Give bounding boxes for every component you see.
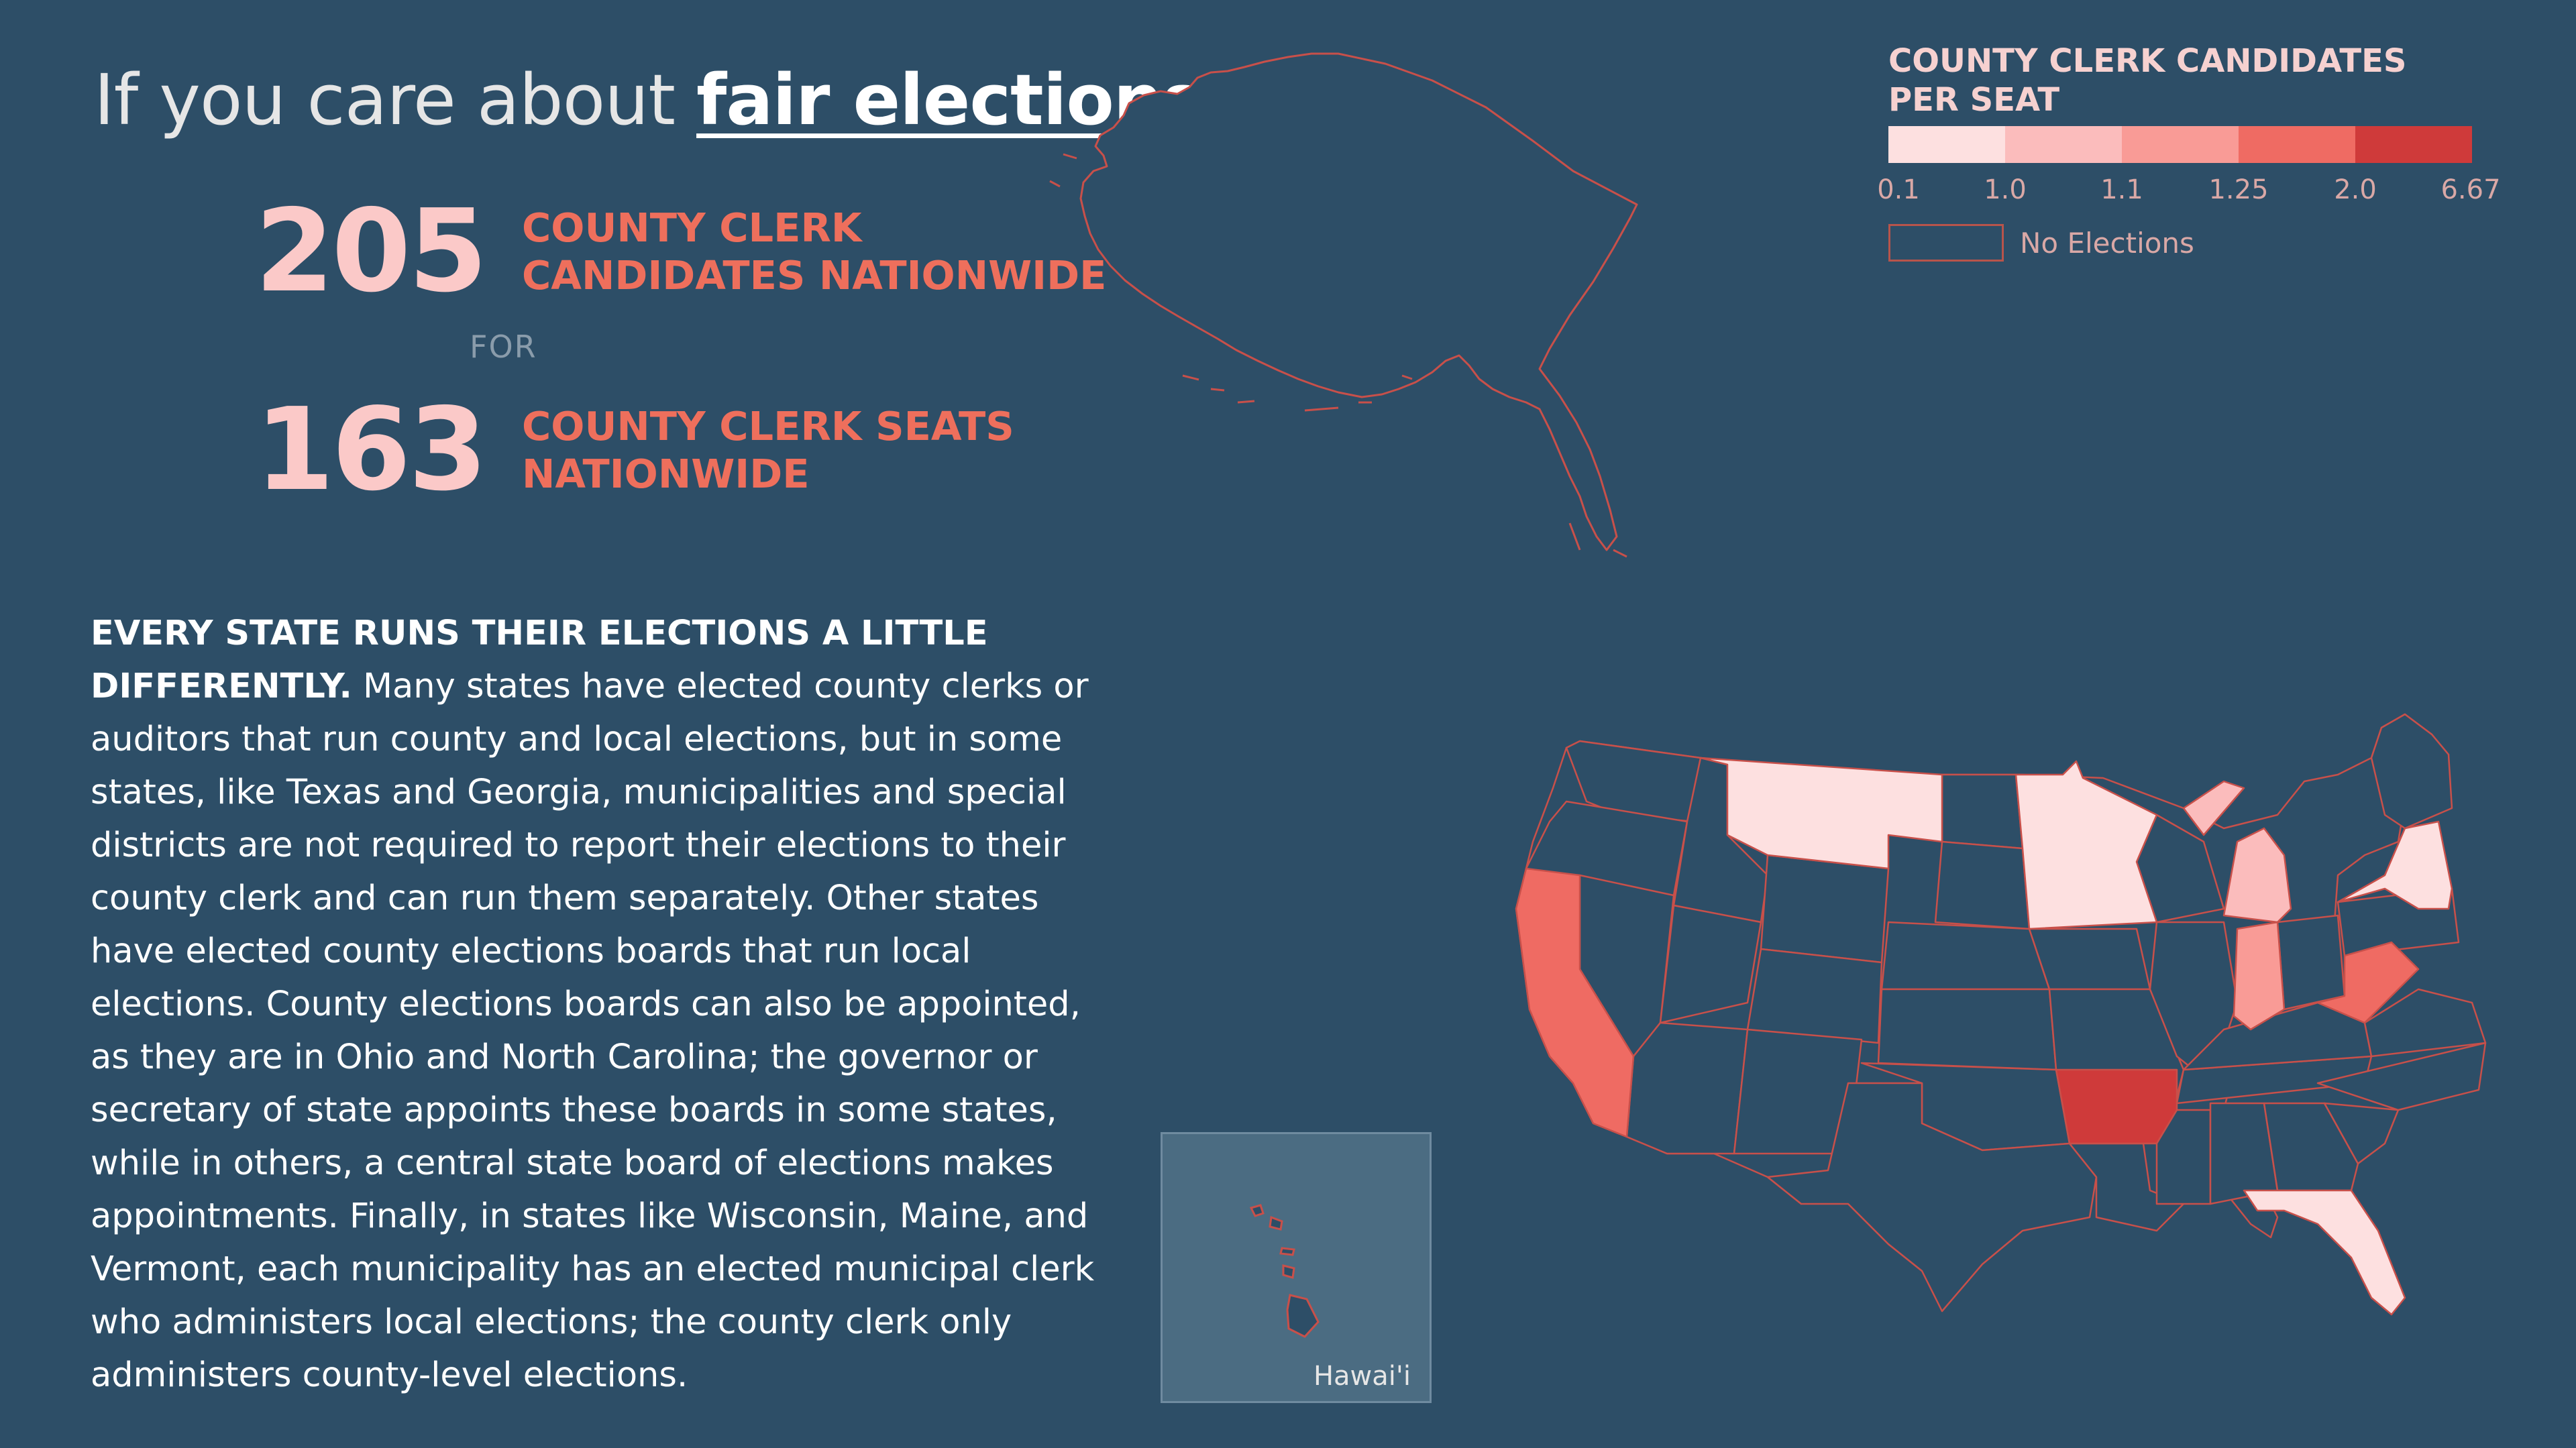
hawaii-inset: Hawai'i xyxy=(1161,1132,1432,1403)
legend-title-line2: PER SEAT xyxy=(1888,81,2060,119)
state-new-york xyxy=(2337,820,2453,910)
state-south-dakota xyxy=(1934,840,2031,930)
headline-prefix: If you care about xyxy=(94,59,697,141)
seats-label-line1: COUNTY CLERK SEATS xyxy=(522,403,1014,449)
seats-label-line2: NATIONWIDE xyxy=(522,451,810,497)
seats-label: COUNTY CLERK SEATS NATIONWIDE xyxy=(522,402,1014,498)
seats-stat: 163 COUNTY CLERK SEATS NATIONWIDE xyxy=(255,393,1014,507)
candidates-count: 205 xyxy=(255,185,488,318)
hawaii-map xyxy=(1249,1204,1320,1338)
alaska-outline xyxy=(1079,52,1638,551)
no-elections-label: No Elections xyxy=(2020,226,2194,260)
legend-swatch-3 xyxy=(2122,126,2239,163)
state-georgia xyxy=(2263,1102,2359,1192)
candidates-label-line2: CANDIDATES NATIONWIDE xyxy=(522,252,1107,298)
seats-count: 163 xyxy=(255,384,488,516)
legend-tick-6: 6.67 xyxy=(2440,174,2501,205)
legend-swatch-5 xyxy=(2355,126,2472,163)
us-choropleth-map xyxy=(1515,713,2487,1316)
alaska-islands xyxy=(1049,153,1627,558)
state-california xyxy=(1515,867,1635,1138)
legend-tick-4: 1.25 xyxy=(2208,174,2269,205)
state-texas xyxy=(1766,1082,2098,1313)
legend-tick-5: 2.0 xyxy=(2334,174,2377,205)
state-colorado xyxy=(1746,948,1883,1044)
paragraph-body: Many states have elected county clerks o… xyxy=(91,667,1095,1395)
hawaii-island-kauai xyxy=(1249,1204,1265,1217)
state-montana xyxy=(1699,757,1943,870)
legend-no-elections: No Elections xyxy=(1888,224,2194,262)
hawaii-island-oahu xyxy=(1269,1215,1283,1231)
state-west-virginia xyxy=(2316,941,2420,1024)
state-florida xyxy=(2243,1189,2406,1316)
legend-swatch-2 xyxy=(2005,126,2122,163)
hawaii-island-maui xyxy=(1282,1264,1295,1279)
legend-color-scale xyxy=(1888,126,2472,163)
candidates-stat: 205 COUNTY CLERK CANDIDATES NATIONWIDE xyxy=(255,194,1106,309)
legend-tick-2: 1.0 xyxy=(1984,174,2027,205)
for-connector: FOR xyxy=(470,329,537,365)
state-virginia xyxy=(2363,988,2487,1058)
hawaii-label: Hawai'i xyxy=(1313,1361,1411,1392)
candidates-label-line1: COUNTY CLERK xyxy=(522,205,862,251)
no-elections-swatch xyxy=(1888,224,2004,262)
hawaii-island-molokai xyxy=(1279,1247,1295,1256)
legend-ticks: 0.1 1.0 1.1 1.25 2.0 6.67 xyxy=(1877,174,2519,208)
legend-tick-1: 0.1 xyxy=(1877,174,1920,205)
state-arizona xyxy=(1625,1021,1749,1155)
legend-title: COUNTY CLERK CANDIDATES PER SEAT xyxy=(1888,42,2519,119)
state-nebraska xyxy=(1880,921,2051,991)
state-new-england xyxy=(2370,713,2453,830)
paragraph-lead: EVERY STATE RUNS THEIR ELECTIONS A LITTL… xyxy=(91,614,988,706)
state-iowa xyxy=(2028,928,2151,991)
alaska-map xyxy=(1049,52,1638,558)
state-indiana xyxy=(2233,921,2286,1031)
legend-swatch-1 xyxy=(1888,126,2005,163)
state-louisiana xyxy=(2068,1142,2185,1232)
hawaii-island-big xyxy=(1286,1294,1320,1338)
explanatory-paragraph: EVERY STATE RUNS THEIR ELECTIONS A LITTL… xyxy=(91,607,1124,1402)
state-utah xyxy=(1659,904,1762,1024)
candidates-label: COUNTY CLERK CANDIDATES NATIONWIDE xyxy=(522,204,1106,299)
state-minnesota xyxy=(2015,760,2158,930)
legend: COUNTY CLERK CANDIDATES PER SEAT 0.1 1.0… xyxy=(1877,42,2519,262)
legend-tick-3: 1.1 xyxy=(2100,174,2143,205)
state-kansas xyxy=(1877,988,2057,1071)
state-wyoming xyxy=(1760,854,1890,964)
legend-swatch-4 xyxy=(2239,126,2355,163)
legend-title-line1: COUNTY CLERK CANDIDATES xyxy=(1888,42,2407,80)
state-north-carolina xyxy=(2316,1042,2487,1111)
state-arkansas xyxy=(2055,1068,2178,1145)
state-ohio xyxy=(2276,914,2346,1011)
state-south-carolina xyxy=(2323,1102,2400,1165)
state-north-dakota xyxy=(1941,773,2024,850)
